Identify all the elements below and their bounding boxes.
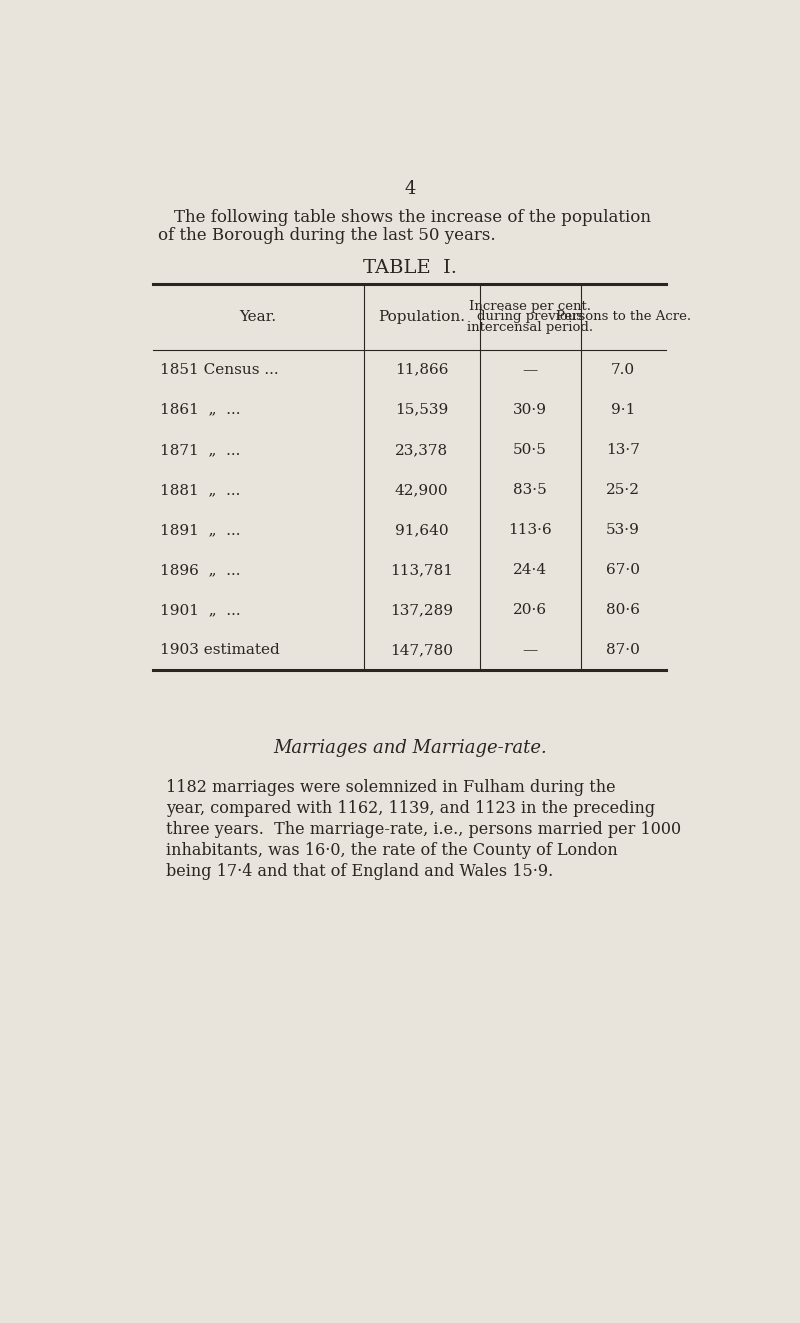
Text: 7.0: 7.0: [611, 363, 635, 377]
Text: 42,900: 42,900: [395, 483, 449, 497]
Text: 11,866: 11,866: [395, 363, 448, 377]
Text: intercensal period.: intercensal period.: [467, 321, 593, 335]
Text: 137,289: 137,289: [390, 603, 453, 617]
Text: Persons to the Acre.: Persons to the Acre.: [555, 311, 690, 324]
Text: —: —: [522, 363, 538, 377]
Text: year, compared with 1162, 1139, and 1123 in the preceding: year, compared with 1162, 1139, and 1123…: [166, 800, 655, 818]
Text: 15,539: 15,539: [395, 402, 448, 417]
Text: 113,781: 113,781: [390, 564, 453, 577]
Text: Increase per cent.: Increase per cent.: [469, 300, 591, 312]
Text: during previous: during previous: [477, 311, 583, 324]
Text: 87·0: 87·0: [606, 643, 640, 658]
Text: 1901  „  ...: 1901 „ ...: [161, 603, 241, 617]
Text: 9·1: 9·1: [611, 402, 635, 417]
Text: 4: 4: [404, 180, 416, 198]
Text: 1861  „  ...: 1861 „ ...: [161, 402, 241, 417]
Text: 67·0: 67·0: [606, 564, 640, 577]
Text: 91,640: 91,640: [395, 523, 449, 537]
Text: 1881  „  ...: 1881 „ ...: [161, 483, 241, 497]
Text: 13·7: 13·7: [606, 443, 640, 456]
Text: 23,378: 23,378: [395, 443, 448, 456]
Text: 1903 estimated: 1903 estimated: [161, 643, 280, 658]
Text: inhabitants, was 16·0, the rate of the County of London: inhabitants, was 16·0, the rate of the C…: [166, 841, 618, 859]
Text: of the Borough during the last 50 years.: of the Borough during the last 50 years.: [158, 228, 496, 245]
Text: 113·6: 113·6: [508, 523, 552, 537]
Text: 147,780: 147,780: [390, 643, 453, 658]
Text: 1871  „  ...: 1871 „ ...: [161, 443, 241, 456]
Text: 80·6: 80·6: [606, 603, 640, 617]
Text: 1896  „  ...: 1896 „ ...: [161, 564, 241, 577]
Text: 1182 marriages were solemnized in Fulham during the: 1182 marriages were solemnized in Fulham…: [166, 779, 615, 796]
Text: Year.: Year.: [239, 310, 277, 324]
Text: 1851 Census ...: 1851 Census ...: [161, 363, 279, 377]
Text: 53·9: 53·9: [606, 523, 640, 537]
Text: three years.  The marriage-rate, i.e., persons married per 1000: three years. The marriage-rate, i.e., pe…: [166, 822, 681, 837]
Text: 30·9: 30·9: [513, 402, 547, 417]
Text: 24·4: 24·4: [513, 564, 547, 577]
Text: 20·6: 20·6: [513, 603, 547, 617]
Text: 1891  „  ...: 1891 „ ...: [161, 523, 241, 537]
Text: Population.: Population.: [378, 310, 465, 324]
Text: Marriages and Marriage-rate.: Marriages and Marriage-rate.: [273, 740, 547, 757]
Text: The following table shows the increase of the population: The following table shows the increase o…: [174, 209, 650, 226]
Text: 25·2: 25·2: [606, 483, 640, 497]
Text: TABLE  I.: TABLE I.: [363, 259, 457, 277]
Text: being 17·4 and that of England and Wales 15·9.: being 17·4 and that of England and Wales…: [166, 863, 553, 880]
Text: —: —: [522, 643, 538, 658]
Text: 50·5: 50·5: [513, 443, 547, 456]
Text: 83·5: 83·5: [514, 483, 547, 497]
